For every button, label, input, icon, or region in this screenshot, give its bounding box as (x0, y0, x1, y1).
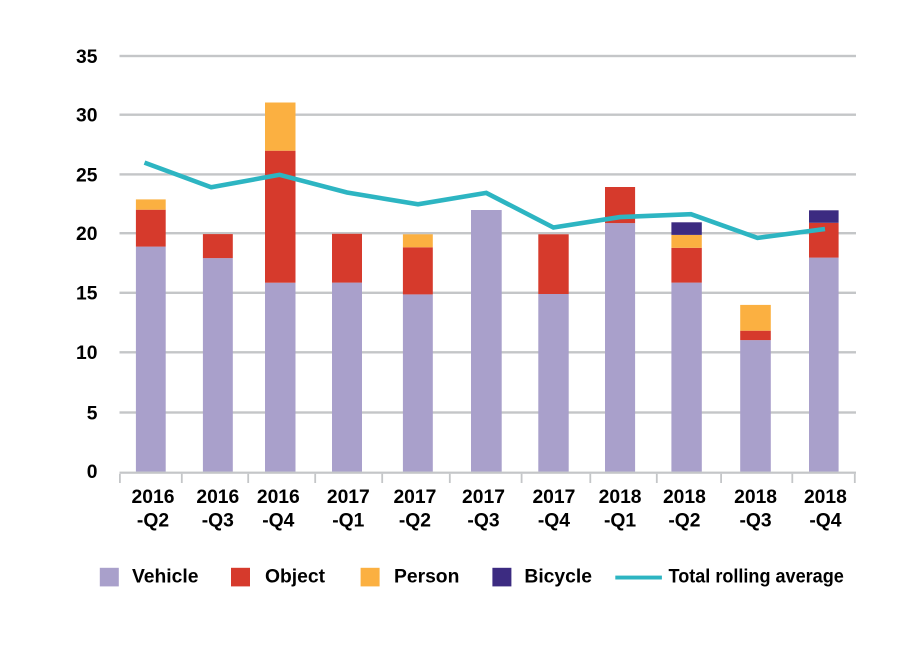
svg-text:2016: 2016 (132, 487, 175, 508)
svg-text:15: 15 (76, 284, 98, 305)
svg-text:2018: 2018 (804, 487, 847, 508)
svg-text:-Q3: -Q3 (467, 510, 499, 531)
svg-text:35: 35 (76, 47, 98, 68)
svg-text:20: 20 (76, 224, 97, 245)
svg-text:2016: 2016 (196, 487, 239, 508)
svg-text:30: 30 (76, 106, 97, 127)
svg-text:2017: 2017 (462, 487, 505, 508)
svg-text:-Q2: -Q2 (137, 510, 169, 531)
svg-text:-Q3: -Q3 (202, 510, 234, 531)
svg-text:2018: 2018 (663, 487, 706, 508)
svg-text:5: 5 (87, 403, 98, 424)
svg-text:Bicycle: Bicycle (524, 566, 592, 587)
svg-text:0: 0 (87, 462, 98, 483)
svg-text:-Q1: -Q1 (332, 510, 364, 531)
svg-text:10: 10 (76, 343, 97, 364)
svg-text:25: 25 (76, 165, 98, 186)
svg-text:2018: 2018 (599, 487, 642, 508)
svg-text:-Q2: -Q2 (399, 510, 431, 531)
svg-text:Person: Person (394, 566, 459, 587)
svg-text:-Q4: -Q4 (809, 510, 841, 531)
svg-text:2016: 2016 (257, 487, 300, 508)
svg-text:Total rolling average: Total rolling average (669, 566, 845, 587)
svg-text:2017: 2017 (327, 487, 370, 508)
svg-text:-Q4: -Q4 (538, 510, 570, 531)
svg-text:Object: Object (265, 566, 326, 587)
svg-text:-Q3: -Q3 (740, 510, 772, 531)
svg-text:2018: 2018 (734, 487, 777, 508)
svg-text:-Q2: -Q2 (668, 510, 700, 531)
svg-text:-Q4: -Q4 (262, 510, 294, 531)
svg-text:2017: 2017 (532, 487, 575, 508)
svg-text:Vehicle: Vehicle (132, 566, 199, 587)
svg-text:-Q1: -Q1 (604, 510, 636, 531)
svg-text:2017: 2017 (393, 487, 436, 508)
